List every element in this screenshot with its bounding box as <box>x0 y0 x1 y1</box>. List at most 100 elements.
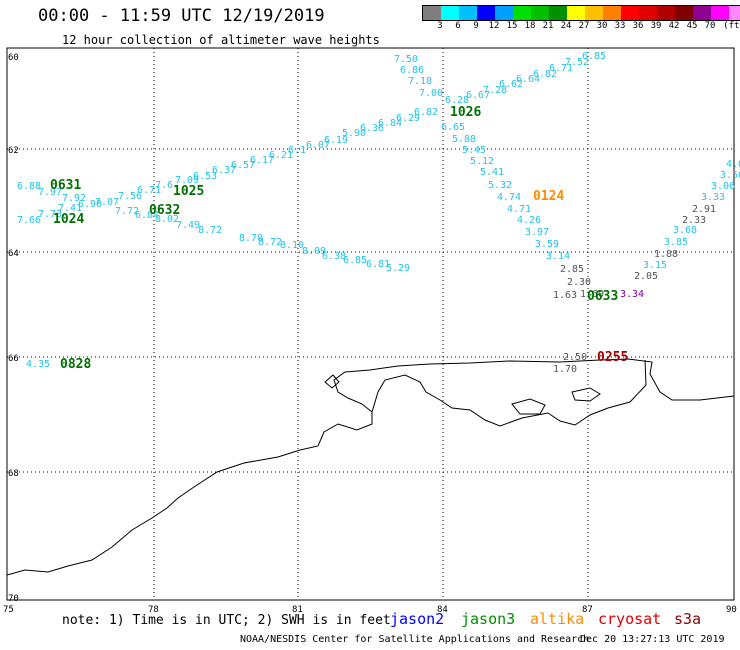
wave-value: 6.07 <box>306 140 330 151</box>
wave-value: 6.36 <box>360 123 384 134</box>
wave-value: 6.37 <box>212 165 236 176</box>
wave-value: 7.6 <box>155 180 173 191</box>
scale-label: 70 <box>704 21 716 31</box>
wave-value: 6.65 <box>441 122 465 133</box>
lon-tick: 81 <box>292 605 303 615</box>
wave-value: 1.63 <box>553 290 577 301</box>
wave-value: 7.72 <box>115 206 139 217</box>
wave-value: 6.71 <box>137 185 161 196</box>
scale-label: 3 <box>437 21 443 31</box>
footer-credit: NOAA/NESDIS Center for Satellite Applica… <box>240 634 590 645</box>
track-e-wave-heights: 4.0 3.56 3.06 3.33 2.91 2.33 3.68 3.85 1… <box>620 159 740 300</box>
wave-value: 2.50 <box>563 352 587 363</box>
wave-value: 7.00 <box>419 88 443 99</box>
wave-value: 7.41 <box>58 203 82 214</box>
scale-swatch <box>531 6 549 20</box>
wave-value: 4.71 <box>507 204 531 215</box>
wave-value: 8.09 <box>302 246 326 257</box>
pass-time-1025: 1025 <box>173 184 204 199</box>
island-3 <box>324 374 340 389</box>
scale-swatch <box>585 6 603 20</box>
wave-value: 6.81 <box>366 259 390 270</box>
scale-swatch <box>729 6 740 20</box>
pass-time-1024: 1024 <box>53 212 84 227</box>
pass-time-0631: 0631 <box>50 178 81 193</box>
wave-value: 5.41 <box>480 167 504 178</box>
lat-tick: 64 <box>8 249 19 259</box>
lat-tick: 68 <box>8 469 19 479</box>
wave-value: 3.97 <box>525 227 549 238</box>
wave-value: 6.86 <box>400 65 424 76</box>
scale-label: 9 <box>473 21 479 31</box>
track-b-wave-heights: 7.66 7.73 7.41 6.90 7.72 6.84 8.02 7.49 … <box>17 199 410 274</box>
wave-value: 4.0 <box>726 159 740 170</box>
wave-value: 6.64 <box>516 74 540 85</box>
wave-value: 3.14 <box>546 251 570 262</box>
wave-value: 6.53 <box>193 171 217 182</box>
pass-time-0255: 0255 <box>597 350 628 365</box>
legend-altika: altika <box>530 610 585 628</box>
wave-value: 3.33 <box>701 192 725 203</box>
scale-swatch <box>621 6 639 20</box>
scale-label: 36 <box>632 21 644 31</box>
scale-swatch <box>495 6 513 20</box>
wave-value: 6.71 <box>549 63 573 74</box>
pass-time-0632: 0632 <box>149 203 180 218</box>
wave-value: 6.85 <box>582 51 606 62</box>
scale-label: 45 <box>686 21 698 31</box>
scale-label: 18 <box>524 21 536 31</box>
map-title: 00:00 - 11:59 UTC 12/19/2019 <box>38 6 325 26</box>
wave-value: 7.52 <box>565 57 589 68</box>
wave-value: 6.88 <box>17 181 41 192</box>
wave-value: 6.57 <box>231 160 255 171</box>
wave-value: 7.49 <box>176 220 200 231</box>
wave-value: 4.26 <box>517 215 541 226</box>
wave-value: 4.35 <box>26 359 50 370</box>
wave-value: 8.72 <box>198 225 222 236</box>
coastline-inlet <box>371 359 647 427</box>
wave-value: 7.66 <box>17 215 41 226</box>
wave-value: 7.92 <box>62 193 86 204</box>
track-d-wave-heights: 2.85 2.30 1.63 1.60 <box>553 264 604 301</box>
wave-value: 5.45 <box>462 145 486 156</box>
track-f-wave-heights: 2.50 1.70 4.35 <box>26 352 587 375</box>
wave-value: 3.06 <box>711 181 735 192</box>
scale-swatch <box>603 6 621 20</box>
scale-swatch <box>567 6 585 20</box>
map-frame <box>6 47 735 601</box>
scale-label: 39 <box>650 21 662 31</box>
map-subtitle: 12 hour collection of altimeter wave hei… <box>62 33 380 47</box>
footer-timestamp: Dec 20 13:27:13 UTC 2019 <box>580 634 725 645</box>
wave-value: 7.07 <box>95 197 119 208</box>
scale-label: 33 <box>614 21 626 31</box>
wave-value: 8.72 <box>258 237 282 248</box>
wave-value: 2.85 <box>560 264 584 275</box>
legend-s3a: s3a <box>674 610 702 628</box>
lon-tick: 90 <box>726 605 737 615</box>
wave-value: 2.30 <box>567 277 591 288</box>
scale-label: 30 <box>596 21 608 31</box>
scale-label: 42 <box>668 21 680 31</box>
legend-cryosat: cryosat <box>598 610 662 628</box>
wave-value: 5.90 <box>342 128 366 139</box>
wave-value: 3.85 <box>664 237 688 248</box>
scale-label: 21 <box>542 21 554 31</box>
scale-unit: (ft) <box>723 21 740 31</box>
wave-value: 7.28 <box>483 85 507 96</box>
lat-tick: 70 <box>8 594 19 604</box>
track-a-wave-heights: 6.88 7.97 7.92 7.07 7.56 6.71 7.6 7.09 6… <box>17 51 606 208</box>
lat-tick: 60 <box>8 53 19 63</box>
latitude-ticks: 60 62 64 66 68 70 <box>8 53 19 604</box>
pass-time-0633: 0633 <box>587 289 618 304</box>
wave-value: 7.97 <box>38 187 62 198</box>
wave-value: 5.32 <box>488 180 512 191</box>
lon-tick: 87 <box>582 605 593 615</box>
wave-value: 5.12 <box>470 156 494 167</box>
track-c-wave-heights: 6.65 5.88 5.45 5.12 5.41 5.32 4.74 4.71 … <box>441 122 570 262</box>
scale-swatch <box>693 6 711 20</box>
grid-lines <box>7 48 734 600</box>
scale-swatch <box>639 6 657 20</box>
wave-value: 7.50 <box>394 54 418 65</box>
scale-label: 24 <box>560 21 572 31</box>
